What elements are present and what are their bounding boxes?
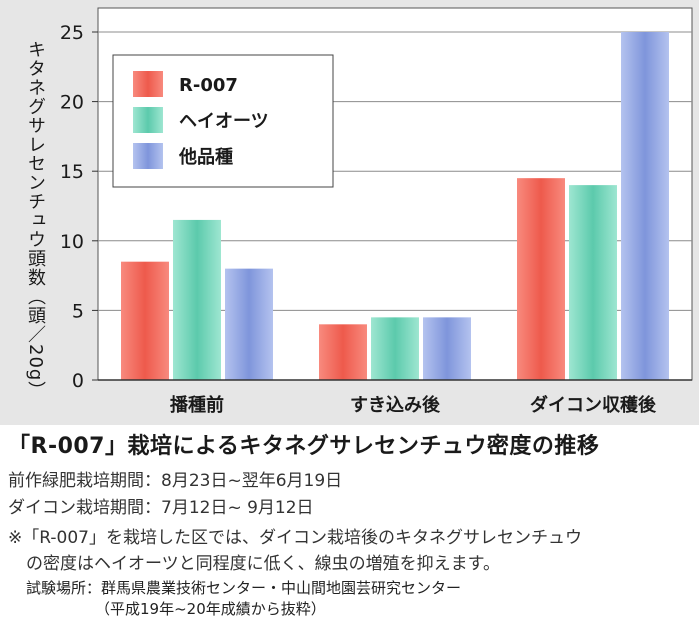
bar-2-1	[423, 317, 471, 380]
bar-0-0	[121, 261, 169, 380]
radish-period: ダイコン栽培期間：7月12日~ 9月12日	[8, 498, 314, 518]
bar-2-2	[621, 32, 669, 380]
y-axis-label: キタネグサレセンチュウ頭数（頭／20g）	[25, 40, 46, 401]
y-tick-label: 25	[60, 22, 84, 44]
legend-label: ヘイオーツ	[179, 111, 269, 132]
legend-label: R-007	[179, 75, 238, 96]
green-manure-period: 前作緑肥栽培期間：8月23日~翌年6月19日	[8, 471, 343, 491]
bar-0-2	[517, 178, 565, 380]
legend-swatch	[133, 107, 163, 133]
legend-swatch	[133, 143, 163, 169]
caption-title: 「R-007」栽培によるキタネグサレセンチュウ密度の推移	[8, 434, 600, 459]
y-tick-label: 5	[72, 300, 84, 322]
x-tick-label: すき込み後	[350, 394, 441, 416]
legend-swatch	[133, 71, 163, 97]
y-tick-label: 15	[60, 161, 84, 183]
bar-2-0	[225, 268, 273, 380]
legend-label: 他品種	[178, 146, 233, 168]
bar-1-1	[371, 317, 419, 380]
note-line-2: の密度はヘイオーツと同程度に低く、線虫の増殖を抑えます。	[26, 554, 500, 574]
bar-1-2	[569, 185, 617, 380]
bar-0-1	[319, 324, 367, 380]
source-line-1: 試験場所：群馬県農業技術センター・中山間地園芸研究センター	[26, 579, 462, 597]
x-tick-label: ダイコン収穫後	[530, 394, 657, 416]
bar-1-0	[173, 219, 221, 380]
chart-panel: キタネグサレセンチュウ頭数（頭／20g） 0 5 10 15 20 25 播種前 すき込み後 ダ…	[0, 0, 699, 425]
y-tick-label: 0	[72, 370, 84, 392]
y-tick-label: 20	[60, 92, 84, 114]
x-tick-label: 播種前	[170, 394, 224, 416]
note-line-1: ※「R-007」を栽培した区では、ダイコン栽培後のキタネグサレセンチュウ	[8, 528, 582, 548]
source-line-2: （平成19年~20年成績から抜粋）	[95, 600, 326, 618]
y-tick-label: 10	[60, 231, 84, 253]
